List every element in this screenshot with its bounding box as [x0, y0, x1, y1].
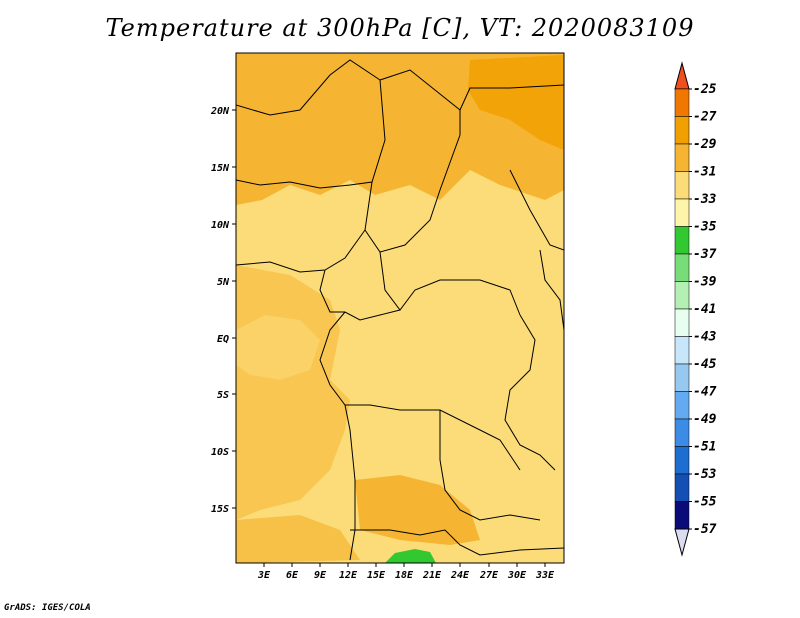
- colorbar-label: -55: [693, 495, 717, 510]
- lon-label-3e: 3E: [257, 570, 271, 581]
- map-frame: [235, 52, 565, 564]
- lon-axis: 3E 6E 9E 12E 15E 18E 21E 24E 27E 30E 33E: [257, 563, 555, 581]
- colorbar-swatch: [674, 88, 690, 117]
- lat-label-20n: 20N: [210, 106, 230, 117]
- colorbar-label: -51: [693, 440, 716, 455]
- lat-label-10n: 10N: [211, 220, 230, 231]
- lon-label-30e: 30E: [507, 570, 527, 581]
- lat-label-5s: 5S: [217, 390, 229, 401]
- colorbar-swatch: [674, 363, 690, 392]
- shade-minus-29-ne: [468, 55, 564, 150]
- colorbar-label: -45: [693, 357, 717, 372]
- colorbar-swatch: [674, 143, 690, 172]
- lon-label-9e: 9E: [314, 570, 327, 581]
- lon-label-24e: 24E: [450, 570, 470, 581]
- lat-label-eq: EQ: [217, 334, 229, 345]
- colorbar-label: -35: [693, 220, 717, 235]
- lon-label-27e: 27E: [479, 570, 499, 581]
- colorbar-swatch: [674, 336, 690, 365]
- colorbar-swatch: [674, 391, 690, 420]
- lon-label-12e: 12E: [339, 570, 358, 581]
- lon-label-15e: 15E: [367, 570, 386, 581]
- colorbar-swatch: [674, 116, 690, 145]
- colorbar-label: -37: [693, 247, 717, 262]
- colorbar-label: -49: [693, 412, 717, 427]
- colorbar-swatch: [674, 281, 690, 310]
- country-borders: [236, 59, 564, 561]
- colorbar-top-arrow: [674, 61, 690, 90]
- colorbar-label: -53: [693, 467, 717, 482]
- colorbar-swatch: [674, 253, 690, 282]
- colorbar-bottom-arrow: [674, 528, 690, 557]
- lon-label-21e: 21E: [422, 570, 442, 581]
- colorbar: -25 -27 -29 -31 -33 -35 -37 -39 -41 -43 -45 -47 -49 -…: [674, 61, 717, 557]
- colorbar-label: -47: [693, 385, 717, 400]
- colorbar-swatch: [674, 171, 690, 200]
- colorbar-label: -43: [693, 330, 717, 345]
- lon-label-18e: 18E: [395, 570, 414, 581]
- colorbar-swatch: [674, 501, 690, 530]
- colorbar-label: -31: [693, 165, 716, 180]
- colorbar-label: -27: [693, 110, 717, 125]
- shade-minus-31-south: [355, 475, 480, 545]
- colorbar-swatch: [674, 418, 690, 447]
- lat-label-5n: 5N: [217, 277, 230, 288]
- lat-label-15n: 15N: [211, 163, 230, 174]
- colorbar-swatch: [674, 226, 690, 255]
- temperature-field: [236, 53, 564, 563]
- colorbar-swatch: [674, 198, 690, 227]
- colorbar-label: -57: [693, 522, 717, 537]
- shade-minus-31-sw-corner: [236, 515, 360, 563]
- colorbar-label: -33: [693, 192, 717, 207]
- shade-minus-31-sw: [236, 265, 350, 520]
- lat-label-10s: 10S: [211, 447, 229, 458]
- colorbar-label: -29: [693, 137, 717, 152]
- shade-minus-37-spot: [385, 549, 436, 563]
- colorbar-swatch: [674, 308, 690, 337]
- lon-label-6e: 6E: [286, 570, 299, 581]
- colorbar-swatch: [674, 446, 690, 475]
- colorbar-label: -25: [693, 82, 717, 97]
- lat-axis: 20N 15N 10N 5N EQ 5S 10S 15S: [210, 106, 236, 515]
- lon-label-33e: 33E: [535, 570, 555, 581]
- colorbar-label: -41: [693, 302, 716, 317]
- map-title: Temperature at 300hPa [C], VT: 202008310…: [105, 14, 695, 42]
- lat-label-15s: 15S: [211, 504, 229, 515]
- grads-credit: GrADS: IGES/COLA: [4, 603, 91, 613]
- colorbar-swatch: [674, 473, 690, 502]
- colorbar-label: -39: [693, 275, 717, 290]
